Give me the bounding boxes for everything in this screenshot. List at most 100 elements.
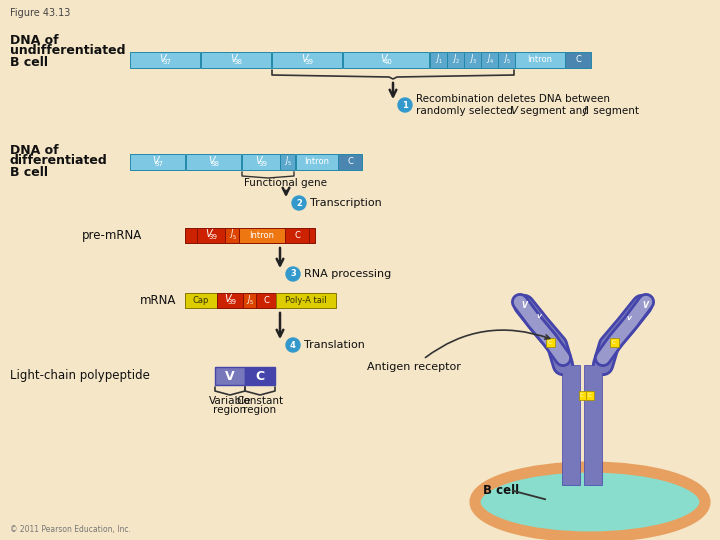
Bar bbox=[565, 52, 591, 68]
Text: V: V bbox=[536, 314, 541, 320]
Text: C: C bbox=[575, 56, 581, 64]
Ellipse shape bbox=[475, 467, 705, 537]
Text: J: J bbox=[454, 54, 456, 63]
Text: RNA processing: RNA processing bbox=[304, 269, 391, 279]
Text: C: C bbox=[548, 341, 552, 346]
Text: V: V bbox=[642, 300, 648, 309]
Text: C: C bbox=[294, 231, 300, 240]
Text: V: V bbox=[510, 106, 517, 116]
Text: V: V bbox=[302, 53, 308, 64]
Text: 39: 39 bbox=[305, 59, 313, 65]
Bar bbox=[464, 52, 481, 68]
Bar bbox=[272, 52, 342, 68]
Bar bbox=[185, 293, 217, 308]
Bar bbox=[243, 293, 256, 308]
Text: region: region bbox=[243, 405, 276, 415]
Text: Cap: Cap bbox=[193, 296, 210, 305]
Text: Intron: Intron bbox=[250, 231, 274, 240]
Text: 5: 5 bbox=[233, 235, 235, 240]
Text: J: J bbox=[487, 54, 490, 63]
Text: V: V bbox=[626, 315, 631, 321]
Text: C: C bbox=[612, 341, 616, 346]
Bar bbox=[186, 154, 241, 170]
Text: V: V bbox=[206, 229, 212, 239]
Text: 4: 4 bbox=[490, 59, 493, 64]
Bar bbox=[185, 228, 197, 243]
Text: pre-mRNA: pre-mRNA bbox=[82, 228, 143, 241]
Text: C: C bbox=[256, 369, 264, 382]
Bar bbox=[276, 293, 336, 308]
Text: 2: 2 bbox=[456, 59, 459, 64]
Text: mRNA: mRNA bbox=[140, 294, 176, 307]
Text: J: J bbox=[470, 54, 472, 63]
Bar bbox=[285, 228, 309, 243]
Circle shape bbox=[398, 98, 412, 112]
Text: 3: 3 bbox=[473, 59, 476, 64]
Text: region: region bbox=[213, 405, 246, 415]
Text: 5: 5 bbox=[250, 300, 253, 305]
Text: J: J bbox=[436, 54, 438, 63]
Text: differentiated: differentiated bbox=[10, 154, 108, 167]
Text: B cell: B cell bbox=[483, 483, 519, 496]
Bar bbox=[197, 228, 225, 243]
Text: C: C bbox=[347, 158, 353, 166]
Bar bbox=[584, 365, 602, 485]
Bar bbox=[481, 52, 498, 68]
Text: V: V bbox=[230, 53, 238, 64]
Text: C: C bbox=[588, 393, 592, 398]
Bar bbox=[610, 338, 619, 347]
Text: V: V bbox=[381, 53, 387, 64]
Text: Transcription: Transcription bbox=[310, 198, 382, 208]
Text: DNA of: DNA of bbox=[10, 144, 58, 157]
Bar bbox=[309, 228, 315, 243]
Text: randomly selected: randomly selected bbox=[416, 106, 516, 116]
Text: 39: 39 bbox=[258, 161, 267, 167]
Text: J: J bbox=[248, 294, 250, 303]
Text: © 2011 Pearson Education, Inc.: © 2011 Pearson Education, Inc. bbox=[10, 525, 131, 534]
Text: V: V bbox=[256, 156, 262, 165]
Circle shape bbox=[292, 196, 306, 210]
Bar bbox=[430, 52, 447, 68]
Text: Functional gene: Functional gene bbox=[245, 178, 328, 188]
Text: C: C bbox=[580, 393, 584, 398]
Text: J: J bbox=[285, 156, 287, 165]
Text: V: V bbox=[225, 294, 231, 304]
Text: 39: 39 bbox=[228, 299, 236, 305]
Bar bbox=[586, 391, 594, 400]
Bar bbox=[562, 365, 580, 485]
Text: DNA of: DNA of bbox=[10, 33, 58, 46]
Bar bbox=[343, 52, 429, 68]
Text: 5: 5 bbox=[507, 59, 510, 64]
Text: V: V bbox=[208, 156, 215, 165]
Text: 1: 1 bbox=[402, 100, 408, 110]
Bar bbox=[130, 154, 185, 170]
Text: V: V bbox=[225, 369, 235, 382]
Bar bbox=[242, 154, 280, 170]
Circle shape bbox=[286, 267, 300, 281]
Text: Figure 43.13: Figure 43.13 bbox=[10, 8, 71, 18]
Bar bbox=[296, 154, 338, 170]
Text: B cell: B cell bbox=[10, 56, 48, 69]
Text: 1: 1 bbox=[439, 59, 442, 64]
Text: 37: 37 bbox=[162, 59, 171, 65]
Text: undifferentiated: undifferentiated bbox=[10, 44, 125, 57]
Text: B cell: B cell bbox=[10, 165, 48, 179]
Text: V: V bbox=[160, 53, 166, 64]
Bar bbox=[215, 367, 245, 385]
Text: Recombination deletes DNA between: Recombination deletes DNA between bbox=[416, 94, 610, 104]
Text: 40: 40 bbox=[384, 59, 392, 65]
Text: Antigen receptor: Antigen receptor bbox=[367, 330, 549, 372]
Text: Translation: Translation bbox=[304, 340, 365, 350]
Bar bbox=[280, 154, 295, 170]
Bar bbox=[225, 228, 239, 243]
Text: V: V bbox=[152, 156, 159, 165]
Bar bbox=[217, 293, 243, 308]
Text: 39: 39 bbox=[208, 234, 217, 240]
Circle shape bbox=[286, 338, 300, 352]
Bar bbox=[130, 52, 200, 68]
Text: Intron: Intron bbox=[528, 56, 552, 64]
Text: Constant: Constant bbox=[236, 396, 284, 406]
Text: 5: 5 bbox=[288, 161, 291, 166]
Bar bbox=[498, 52, 515, 68]
Text: Poly-A tail: Poly-A tail bbox=[285, 296, 327, 305]
